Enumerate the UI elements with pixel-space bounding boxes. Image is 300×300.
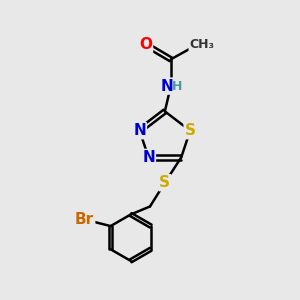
Text: S: S (184, 123, 196, 138)
Text: CH₃: CH₃ (190, 38, 214, 51)
Text: N: N (133, 123, 146, 138)
Text: H: H (172, 80, 182, 93)
Text: N: N (142, 150, 155, 165)
Text: O: O (139, 37, 152, 52)
Text: Br: Br (75, 212, 94, 227)
Text: S: S (159, 175, 170, 190)
Text: N: N (161, 79, 174, 94)
